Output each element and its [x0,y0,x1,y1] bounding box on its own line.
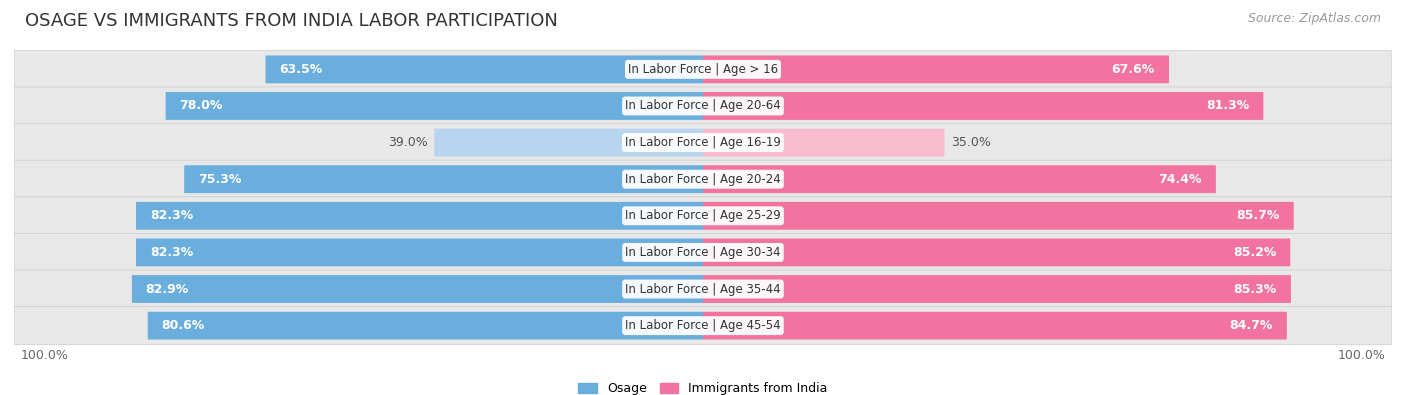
Text: 63.5%: 63.5% [280,63,322,76]
FancyBboxPatch shape [14,197,1392,235]
Text: 82.9%: 82.9% [146,282,188,295]
Text: 67.6%: 67.6% [1112,63,1154,76]
FancyBboxPatch shape [703,165,1216,193]
FancyBboxPatch shape [166,92,703,120]
Legend: Osage, Immigrants from India: Osage, Immigrants from India [578,382,828,395]
FancyBboxPatch shape [14,50,1392,88]
FancyBboxPatch shape [136,239,703,266]
FancyBboxPatch shape [14,307,1392,345]
FancyBboxPatch shape [703,129,945,156]
FancyBboxPatch shape [703,275,1291,303]
Text: 100.0%: 100.0% [1337,350,1385,363]
FancyBboxPatch shape [132,275,703,303]
Text: 85.2%: 85.2% [1233,246,1277,259]
FancyBboxPatch shape [266,55,703,83]
FancyBboxPatch shape [184,165,703,193]
Text: In Labor Force | Age 16-19: In Labor Force | Age 16-19 [626,136,780,149]
Text: 81.3%: 81.3% [1206,100,1250,113]
FancyBboxPatch shape [703,55,1168,83]
FancyBboxPatch shape [703,239,1291,266]
Text: 78.0%: 78.0% [180,100,222,113]
FancyBboxPatch shape [14,233,1392,271]
FancyBboxPatch shape [148,312,703,340]
Text: 80.6%: 80.6% [162,319,205,332]
Text: In Labor Force | Age 30-34: In Labor Force | Age 30-34 [626,246,780,259]
Text: 39.0%: 39.0% [388,136,427,149]
Text: Source: ZipAtlas.com: Source: ZipAtlas.com [1247,12,1381,25]
FancyBboxPatch shape [14,124,1392,162]
Text: In Labor Force | Age > 16: In Labor Force | Age > 16 [628,63,778,76]
FancyBboxPatch shape [14,87,1392,125]
FancyBboxPatch shape [703,92,1264,120]
FancyBboxPatch shape [14,160,1392,198]
FancyBboxPatch shape [703,202,1294,230]
FancyBboxPatch shape [136,202,703,230]
Text: In Labor Force | Age 45-54: In Labor Force | Age 45-54 [626,319,780,332]
Text: In Labor Force | Age 20-64: In Labor Force | Age 20-64 [626,100,780,113]
Text: OSAGE VS IMMIGRANTS FROM INDIA LABOR PARTICIPATION: OSAGE VS IMMIGRANTS FROM INDIA LABOR PAR… [25,12,558,30]
Text: 82.3%: 82.3% [150,209,193,222]
Text: 100.0%: 100.0% [21,350,69,363]
Text: 84.7%: 84.7% [1229,319,1272,332]
Text: 35.0%: 35.0% [950,136,991,149]
Text: In Labor Force | Age 20-24: In Labor Force | Age 20-24 [626,173,780,186]
Text: 82.3%: 82.3% [150,246,193,259]
Text: 74.4%: 74.4% [1159,173,1202,186]
Text: In Labor Force | Age 25-29: In Labor Force | Age 25-29 [626,209,780,222]
FancyBboxPatch shape [703,312,1286,340]
FancyBboxPatch shape [434,129,703,156]
FancyBboxPatch shape [14,270,1392,308]
Text: 75.3%: 75.3% [198,173,242,186]
Text: 85.3%: 85.3% [1233,282,1277,295]
Text: In Labor Force | Age 35-44: In Labor Force | Age 35-44 [626,282,780,295]
Text: 85.7%: 85.7% [1236,209,1279,222]
